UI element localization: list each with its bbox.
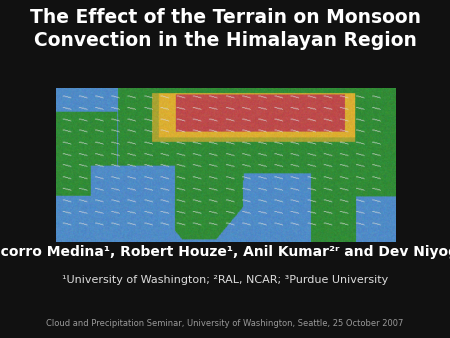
Text: Cloud and Precipitation Seminar, University of Washington, Seattle, 25 October 2: Cloud and Precipitation Seminar, Univers… <box>46 319 404 329</box>
Text: The Effect of the Terrain on Monsoon
Convection in the Himalayan Region: The Effect of the Terrain on Monsoon Con… <box>30 8 420 50</box>
Text: ¹University of Washington; ²RAL, NCAR; ³Purdue University: ¹University of Washington; ²RAL, NCAR; ³… <box>62 275 388 286</box>
Text: Socorro Medina¹, Robert Houze¹, Anil Kumar²ʳ and Dev Niyogi³: Socorro Medina¹, Robert Houze¹, Anil Kum… <box>0 245 450 259</box>
